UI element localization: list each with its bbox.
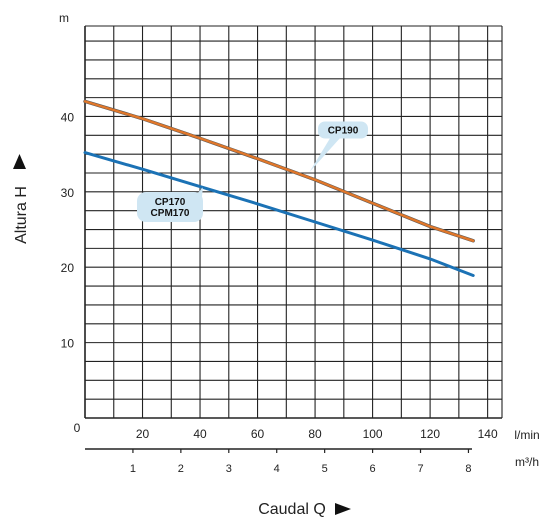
chart-grid	[84, 25, 503, 419]
x-tick-label: 120	[420, 427, 440, 441]
x-tick-label: 140	[478, 427, 498, 441]
x2-tick-label: 6	[370, 463, 376, 475]
y-tick-label: 40	[61, 110, 75, 124]
callout-cp190-label: CP190	[328, 126, 359, 137]
x-tick-label: 40	[193, 427, 207, 441]
y-unit-label: m	[59, 11, 69, 25]
y-tick-label: 20	[61, 261, 75, 275]
series-line-cp170	[83, 151, 475, 277]
x2-tick-label: 7	[417, 463, 423, 475]
x-tick-label: 100	[363, 427, 383, 441]
series-lines	[83, 99, 475, 277]
callout-cp190: CP190	[309, 121, 368, 173]
x2-tick-label: 2	[178, 463, 184, 475]
callout-cp190-bubble	[318, 121, 368, 139]
callout-cp170-label: CP170	[155, 197, 186, 208]
x-tick-label: 20	[136, 427, 150, 441]
x2-tick-label: 4	[274, 463, 280, 475]
x2-tick-label: 3	[226, 463, 232, 475]
series-line-cp190	[83, 100, 475, 243]
callout-cp190-pointer	[309, 137, 341, 173]
callout-cp170-label: CPM170	[151, 208, 190, 219]
y-axis-title: Altura H	[13, 186, 30, 244]
x2-tick-label: 8	[465, 463, 471, 475]
x-tick-label: 80	[308, 427, 322, 441]
axis-labels: 10 20 30 40 m 0 20 40 60 80 100 120 140 l/min 1 2 3 4 5 6 7 8…	[13, 11, 540, 518]
y-tick-label: 30	[61, 186, 75, 200]
x2-unit-label: m³/h	[515, 455, 539, 469]
x-unit-label: l/min	[514, 428, 539, 442]
y-axis-arrow-icon	[13, 154, 26, 169]
y-tick-label: 10	[61, 337, 75, 351]
x2-tick-label: 1	[130, 463, 136, 475]
x-tick-label: 60	[251, 427, 265, 441]
origin-label: 0	[74, 421, 81, 435]
x-axis-arrow-icon	[335, 503, 351, 515]
x2-tick-label: 5	[322, 463, 328, 475]
x-axis-title: Caudal Q	[258, 501, 326, 518]
callout-cp170-bubble	[137, 192, 203, 222]
